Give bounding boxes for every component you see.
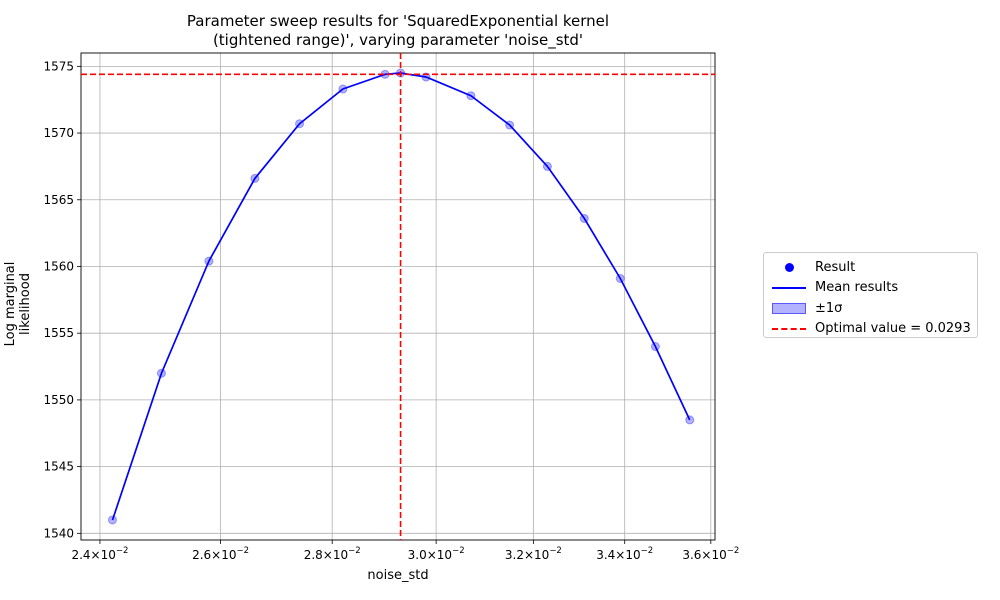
x-tick-label: 2.6×10−2: [192, 546, 249, 562]
y-tick-label: 1575: [43, 59, 74, 73]
legend-item-mean: Mean results: [770, 278, 971, 299]
legend-label: ±1σ: [815, 300, 843, 316]
legend-item-optimal: Optimal value = 0.0293: [770, 319, 971, 340]
legend-label: Optimal value = 0.0293: [815, 321, 971, 337]
result-point: [505, 120, 515, 130]
result-point: [650, 342, 660, 352]
result-point: [615, 273, 625, 283]
y-tick-label: 1555: [43, 326, 74, 340]
result-point: [685, 415, 695, 425]
x-tick-label: 3.6×10−2: [682, 546, 739, 562]
legend-dash-icon: [770, 322, 806, 336]
y-tick-label: 1545: [43, 460, 74, 474]
result-point: [250, 173, 260, 183]
y-tick-label: 1560: [43, 259, 74, 273]
mean-results-line: [111, 72, 691, 521]
x-tick-label: 3.0×10−2: [408, 546, 465, 562]
legend-item-result: Result: [770, 257, 971, 278]
result-point: [466, 91, 476, 101]
result-point: [579, 213, 589, 223]
y-tick-label: 1550: [43, 393, 74, 407]
legend-item-sigma: ±1σ: [770, 298, 971, 319]
y-tick-label: 1570: [43, 126, 74, 140]
legend-line-icon: [770, 281, 806, 295]
legend: Result Mean results ±1σ Optimal value = …: [763, 252, 978, 338]
result-point: [156, 368, 166, 378]
plot-frame: [80, 52, 716, 541]
y-tick-label: 1565: [43, 193, 74, 207]
x-tick-label: 2.8×10−2: [304, 546, 361, 562]
result-point: [295, 119, 305, 129]
x-tick-label: 2.4×10−2: [71, 546, 128, 562]
legend-label: Mean results: [815, 280, 899, 296]
legend-dot-icon: [770, 260, 806, 274]
x-tick-label: 3.2×10−2: [505, 546, 562, 562]
result-point: [107, 515, 117, 525]
x-tick-label: 3.4×10−2: [596, 546, 653, 562]
result-point: [338, 84, 348, 94]
y-tick-label: 1540: [43, 526, 74, 540]
legend-label: Result: [815, 259, 856, 275]
legend-patch-icon: [770, 301, 806, 315]
result-point: [204, 256, 214, 266]
y-axis-label: Log marginal likelihood: [3, 261, 33, 347]
x-axis-label: noise_std: [367, 568, 429, 583]
result-point: [542, 161, 552, 171]
chart-title: Parameter sweep results for 'SquaredExpo…: [186, 12, 610, 49]
